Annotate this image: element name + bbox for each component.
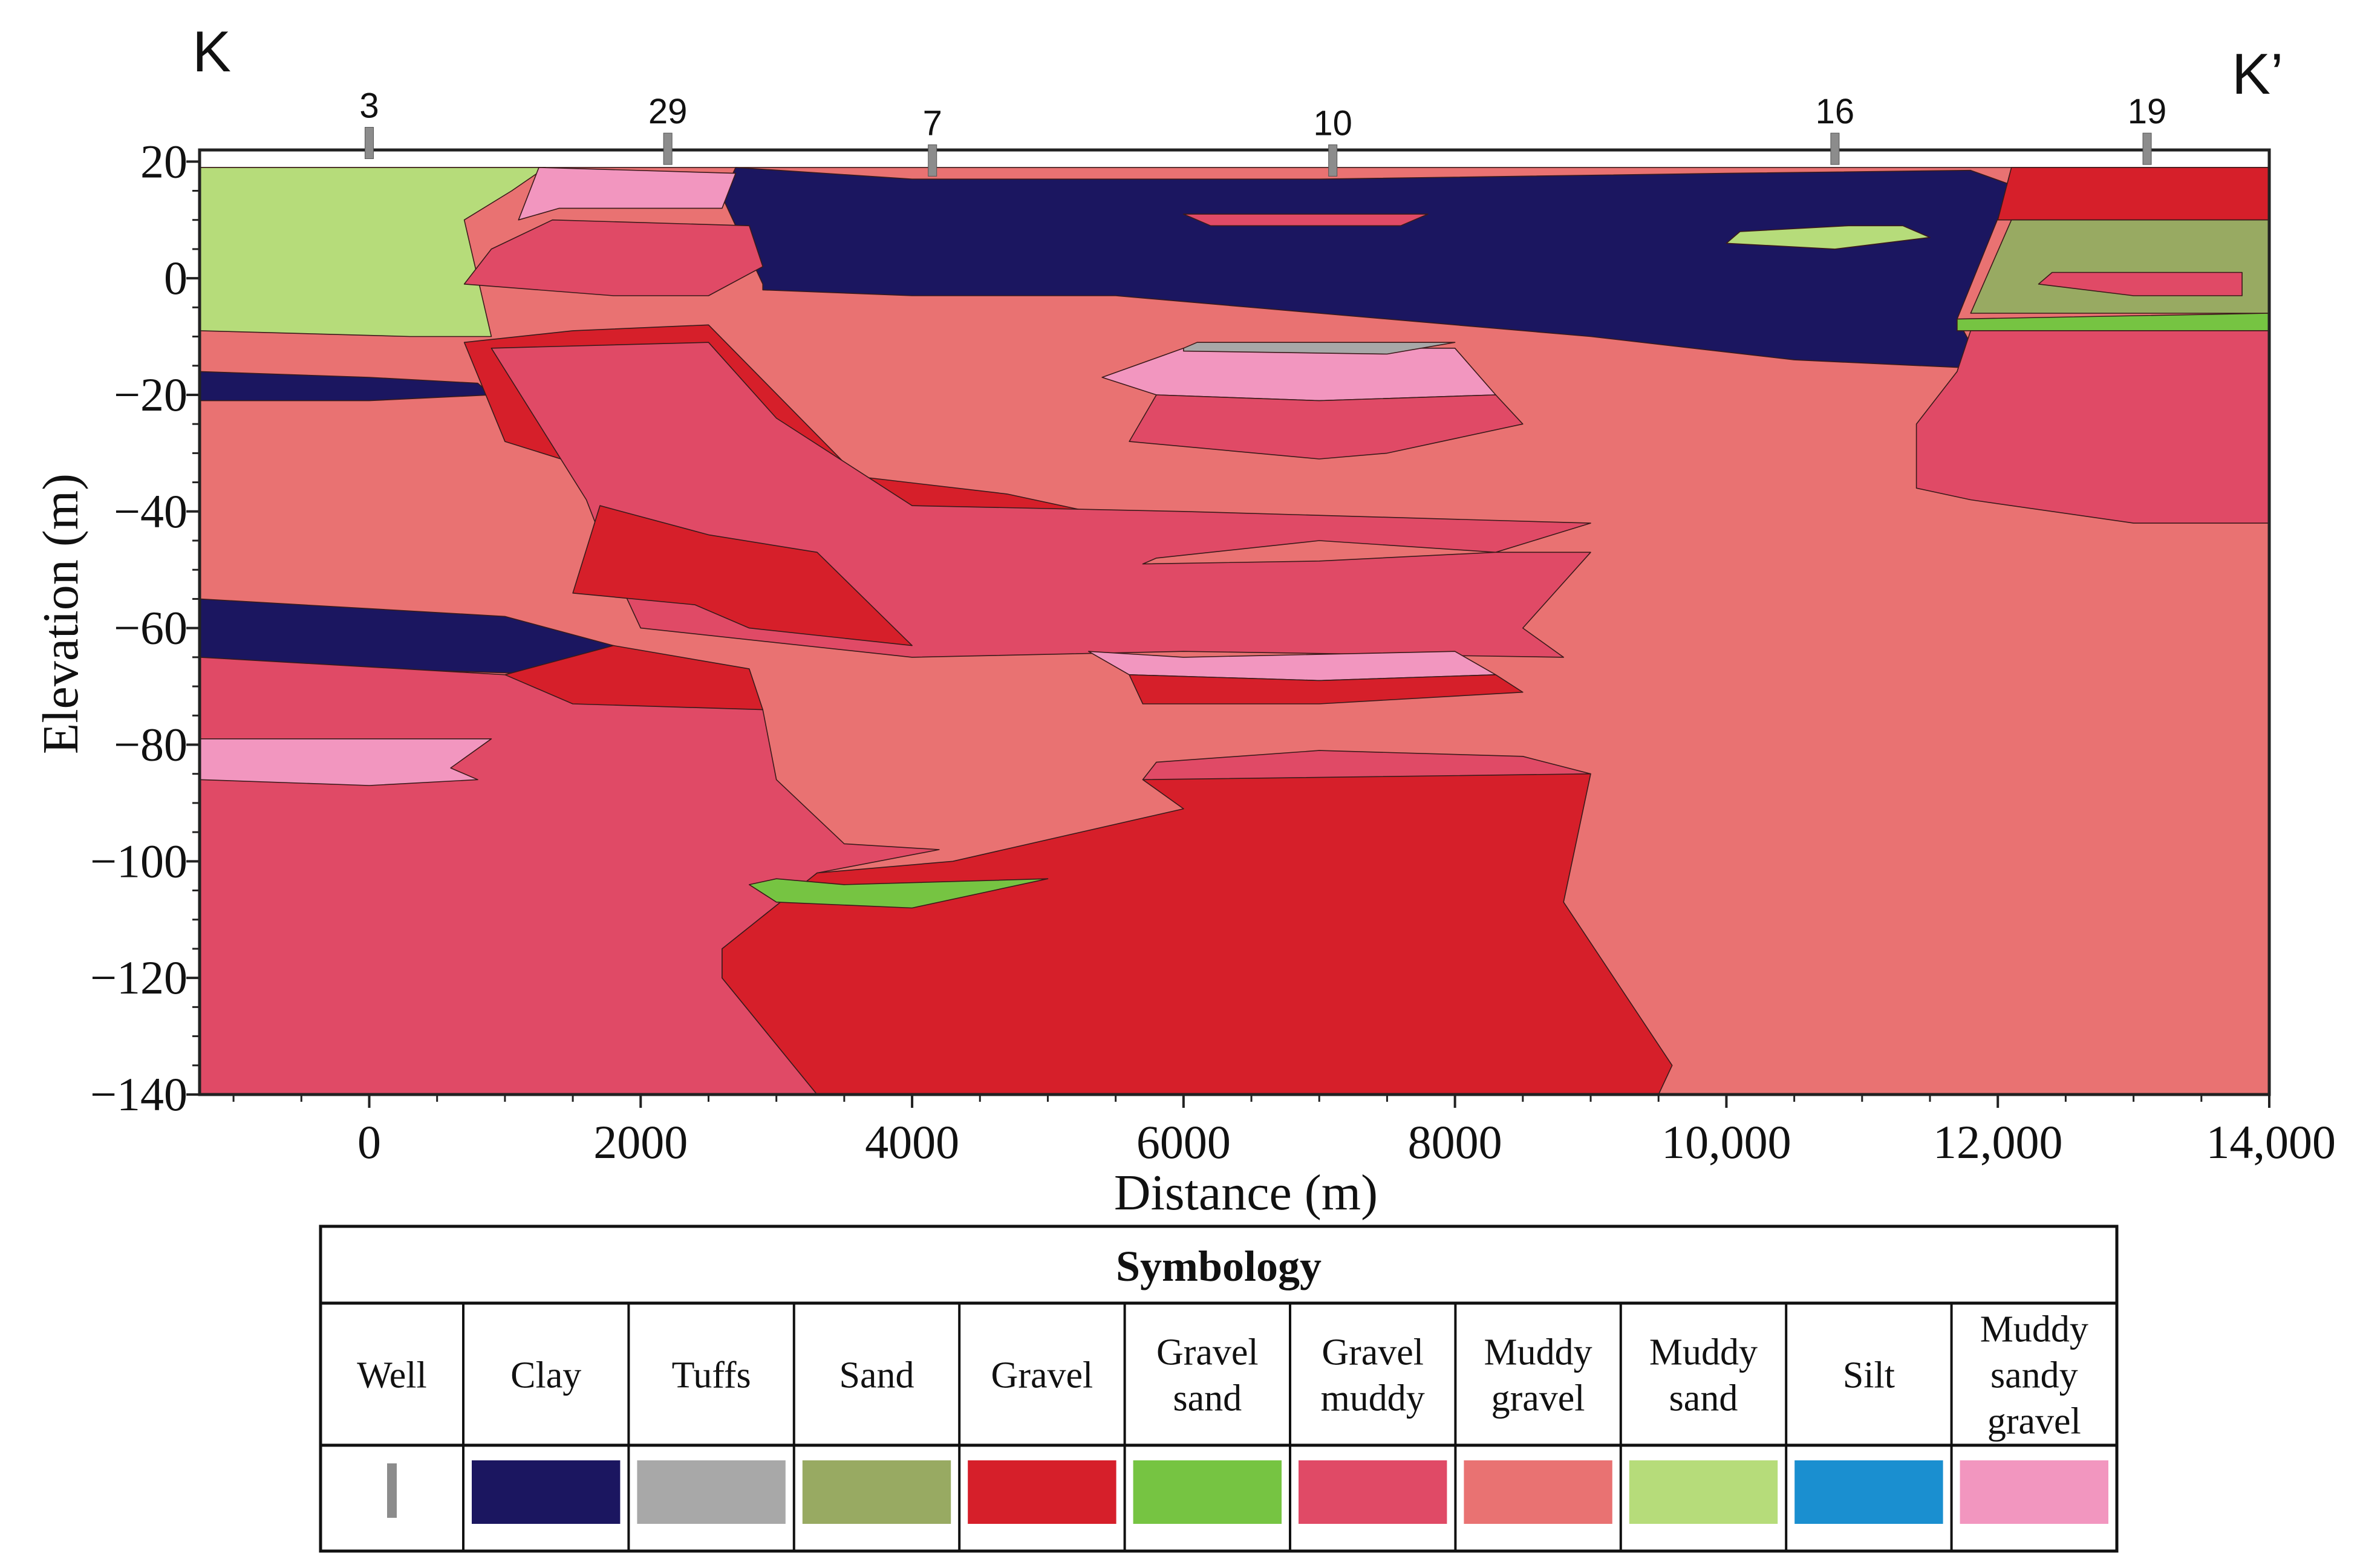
legend-swatch-gravel_sand xyxy=(1133,1460,1282,1524)
well-label: 29 xyxy=(648,92,688,131)
gravel-muddy-19-lens-unit xyxy=(2038,272,2243,296)
well-marker xyxy=(1830,132,1840,165)
legend-label-muddy_sandy_gravel: sandy xyxy=(1990,1355,2078,1396)
sand-19-unit xyxy=(1970,219,2270,314)
legend-label-muddy_sand: sand xyxy=(1669,1378,1738,1419)
tuffs-10-unit xyxy=(1183,342,1456,355)
x-tick-label: 0 xyxy=(357,1116,381,1168)
section-start-label: K xyxy=(192,19,231,84)
well-label: 7 xyxy=(923,103,942,143)
legend-label-gravel_sand: Gravel xyxy=(1156,1332,1259,1373)
legend-swatch-sand xyxy=(802,1460,951,1524)
legend-swatch-silt xyxy=(1794,1460,1943,1524)
well-marker xyxy=(364,126,374,159)
legend-label-clay: Clay xyxy=(510,1355,581,1396)
legend-title: Symbology xyxy=(1116,1242,1322,1290)
x-tick-label: 2000 xyxy=(593,1116,688,1168)
well-label: 19 xyxy=(2128,92,2167,131)
well-label: 16 xyxy=(1816,92,1855,131)
well-marker xyxy=(1328,144,1338,177)
x-tick-label: 14,000 xyxy=(2206,1116,2336,1168)
legend-swatch-tuffs xyxy=(637,1460,786,1524)
legend-label-well: Well xyxy=(357,1355,427,1396)
well-label: 3 xyxy=(359,86,379,125)
gravel-muddy-19-unit xyxy=(1915,330,2270,524)
legend-label-gravel_muddy: muddy xyxy=(1321,1378,1425,1419)
axes: 0 2000 4000 6000 8000 10,000 12,000 14,000 20 0 −2… xyxy=(90,135,2336,1168)
x-tick-label: 6000 xyxy=(1136,1116,1231,1168)
y-tick-label: −20 xyxy=(114,368,187,421)
x-axis-title: Distance (m) xyxy=(1114,1165,1378,1221)
y-tick-label: −60 xyxy=(114,602,187,654)
well-marker xyxy=(928,144,937,177)
gravel-muddy-10a-unit xyxy=(1129,394,1524,460)
legend-swatch-gravel_muddy xyxy=(1299,1460,1447,1524)
legend-label-gravel_muddy: Gravel xyxy=(1322,1332,1424,1373)
x-tick-label: 4000 xyxy=(865,1116,959,1168)
gravel-lower-main-unit xyxy=(722,773,1673,1095)
y-tick-label: −40 xyxy=(114,485,187,538)
y-tick-label: −80 xyxy=(114,718,187,770)
clay-upper-unit xyxy=(722,167,2012,369)
legend-swatch-muddy_gravel xyxy=(1464,1460,1612,1524)
legend-label-tuffs: Tuffs xyxy=(672,1355,751,1396)
muddy-sandy-gravel-10b-unit xyxy=(1101,347,1496,402)
legend-swatch-gravel xyxy=(968,1460,1116,1524)
x-tick-label: 12,000 xyxy=(1933,1116,2063,1168)
legend-label-muddy_sandy_gravel: gravel xyxy=(1987,1401,2081,1442)
y-axis-title: Elevation (m) xyxy=(33,473,89,754)
legend-label-gravel: Gravel xyxy=(991,1355,1093,1396)
gravel-muddy-10-top-unit xyxy=(1183,213,1429,227)
gravel-sand-lower-unit xyxy=(749,878,1049,909)
gravel-muddy-29b-unit xyxy=(463,219,763,296)
muddy-gravel-lens-10-unit xyxy=(1142,540,1496,565)
muddy-sandy-gravel-west-unit xyxy=(199,738,492,786)
x-tick-label: 10,000 xyxy=(1661,1116,1791,1168)
y-tick-label: 20 xyxy=(140,135,187,187)
lithology-units xyxy=(199,167,2270,1095)
y-tick-label: 0 xyxy=(164,252,187,304)
section-end-label: K’ xyxy=(2232,42,2283,106)
x-tick-label: 8000 xyxy=(1408,1116,1502,1168)
y-tick-label: −100 xyxy=(90,834,187,887)
gravel-19-unit xyxy=(1997,167,2270,221)
y-tick-label: −140 xyxy=(90,1068,187,1121)
legend-label-muddy_gravel: Muddy xyxy=(1484,1332,1592,1373)
legend-label-muddy_sand: Muddy xyxy=(1649,1332,1758,1373)
gravel-10a-unit xyxy=(1129,674,1524,704)
muddy-sandy-gravel-29a-unit xyxy=(518,167,737,221)
legend-label-sand: Sand xyxy=(839,1355,914,1396)
plot-frame xyxy=(198,148,2271,1096)
gravel-29-lower-unit xyxy=(504,645,763,711)
legend-swatch-muddy_sandy_gravel xyxy=(1960,1460,2108,1524)
legend-swatch-clay xyxy=(472,1460,621,1524)
gravel-lower-29-unit xyxy=(572,505,913,646)
muddy-sand-16-unit xyxy=(1726,225,1931,250)
well-label: 10 xyxy=(1313,103,1352,143)
symbology-legend: Symbology Well Clay Tuffs Sand Gravel Gravel sa… xyxy=(319,1225,2119,1553)
wells: 3 29 7 10 16 19 xyxy=(359,86,2167,177)
legend-swatch-well xyxy=(387,1463,397,1518)
legend-swatch-muddy_sand xyxy=(1629,1460,1778,1524)
legend-label-silt: Silt xyxy=(1843,1355,1895,1396)
legend-label-muddy_gravel: gravel xyxy=(1491,1378,1585,1419)
legend-label-gravel_sand: sand xyxy=(1173,1378,1242,1419)
well-marker xyxy=(663,132,673,165)
y-tick-label: −120 xyxy=(90,951,187,1004)
well-marker xyxy=(2142,132,2152,165)
legend-label-muddy_sandy_gravel: Muddy xyxy=(1980,1309,2088,1350)
